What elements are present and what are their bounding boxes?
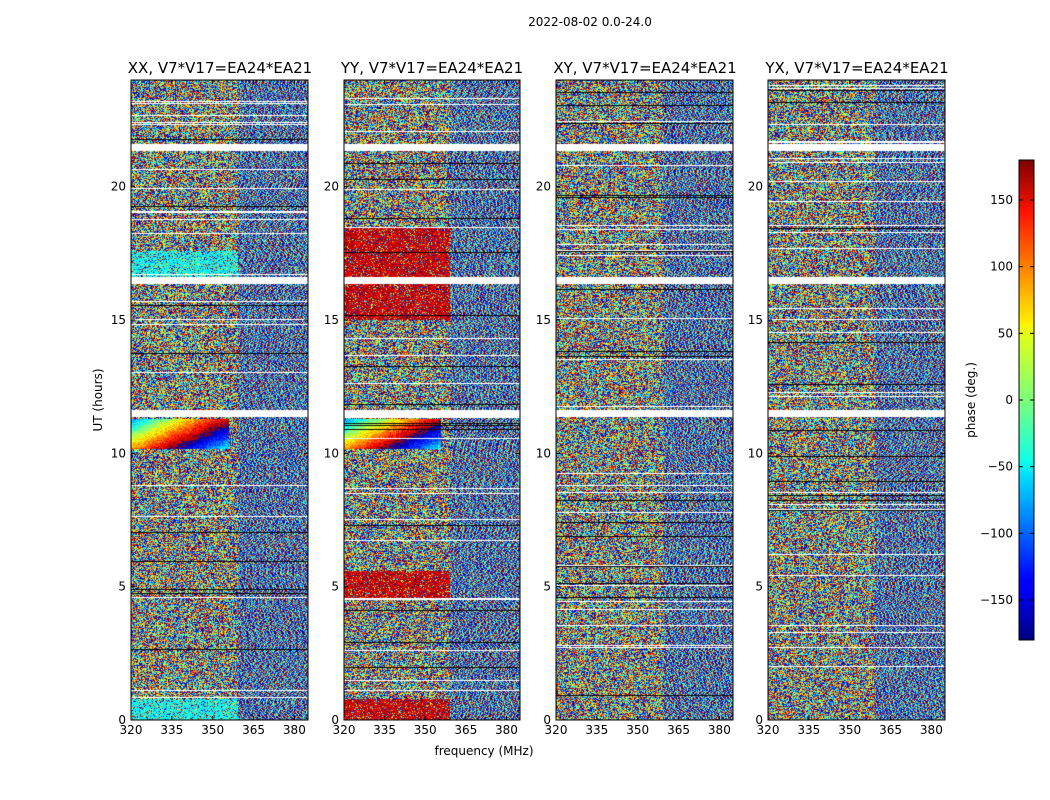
heatmap-yy bbox=[344, 80, 520, 720]
panel-xy: XY, V7*V17=EA24*EA21 bbox=[553, 59, 737, 721]
y-tick-label: 15 bbox=[111, 313, 126, 327]
axes-frame-yy bbox=[343, 79, 521, 721]
x-tick-label: 380 bbox=[495, 723, 518, 737]
x-tick-label: 320 bbox=[545, 723, 568, 737]
y-tick-label: 0 bbox=[543, 713, 551, 727]
y-tick-label: 15 bbox=[536, 313, 551, 327]
panel-title-xy: XY, V7*V17=EA24*EA21 bbox=[553, 59, 736, 77]
colorbar-tick-label: 0 bbox=[1005, 393, 1013, 407]
x-tick-label: 380 bbox=[920, 723, 943, 737]
x-tick-label: 320 bbox=[757, 723, 780, 737]
y-tick-label: 15 bbox=[748, 313, 763, 327]
y-tick-label: 5 bbox=[755, 580, 763, 594]
x-tick-label: 380 bbox=[708, 723, 731, 737]
x-tick-label: 365 bbox=[879, 723, 902, 737]
axes-frame-yx bbox=[767, 79, 946, 721]
colorbar-tick-label: −100 bbox=[980, 526, 1013, 540]
colorbar: 150 100 50 0 −50 −100 −150 phase (deg.) bbox=[964, 159, 1035, 641]
y-tick-label: 10 bbox=[111, 446, 126, 460]
colorbar-gradient bbox=[1019, 160, 1034, 640]
x-tick-label: 335 bbox=[585, 723, 608, 737]
panel-title-yy: YY, V7*V17=EA24*EA21 bbox=[340, 59, 523, 77]
panel-yx: YX, V7*V17=EA24*EA21 bbox=[764, 59, 949, 721]
x-tick-label: 380 bbox=[283, 723, 306, 737]
heatmap-xy bbox=[556, 80, 733, 720]
y-tick-label: 0 bbox=[331, 713, 339, 727]
x-tick-label: 335 bbox=[160, 723, 183, 737]
y-tick-label: 20 bbox=[748, 180, 763, 194]
x-tick-label: 350 bbox=[414, 723, 437, 737]
colorbar-tick-label: 100 bbox=[990, 260, 1013, 274]
figure-title: 2022-08-02 0.0-24.0 bbox=[528, 15, 652, 29]
axes-frame-xx bbox=[130, 79, 309, 721]
colorbar-tick-label: −50 bbox=[988, 460, 1013, 474]
y-tick-label: 5 bbox=[331, 580, 339, 594]
y-tick-label: 20 bbox=[536, 180, 551, 194]
panel-xx: XX, V7*V17=EA24*EA21 bbox=[128, 59, 312, 721]
x-tick-label: 350 bbox=[838, 723, 861, 737]
y-tick-label: 0 bbox=[118, 713, 126, 727]
axes-frame-xy bbox=[555, 79, 734, 721]
x-tick-label: 320 bbox=[120, 723, 143, 737]
x-tick-label: 350 bbox=[201, 723, 224, 737]
x-tick-label: 335 bbox=[373, 723, 396, 737]
colorbar-tick-label: −150 bbox=[980, 593, 1013, 607]
x-tick-label: 365 bbox=[667, 723, 690, 737]
panel-title-yx: YX, V7*V17=EA24*EA21 bbox=[764, 59, 948, 77]
colorbar-tick-label: 150 bbox=[990, 193, 1013, 207]
x-tick-label: 365 bbox=[242, 723, 265, 737]
y-tick-label: 10 bbox=[536, 446, 551, 460]
y-tick-label: 10 bbox=[748, 446, 763, 460]
y-axis-label: UT (hours) bbox=[91, 368, 105, 431]
panel-title-xx: XX, V7*V17=EA24*EA21 bbox=[128, 59, 312, 77]
colorbar-label: phase (deg.) bbox=[964, 362, 978, 438]
y-tick-label: 20 bbox=[324, 180, 339, 194]
colorbar-tick-label: 50 bbox=[998, 326, 1013, 340]
y-tick-label: 15 bbox=[324, 313, 339, 327]
y-tick-label: 10 bbox=[324, 446, 339, 460]
heatmap-yx bbox=[768, 80, 945, 720]
y-tick-label: 0 bbox=[755, 713, 763, 727]
panel-yy: YY, V7*V17=EA24*EA21 bbox=[340, 59, 523, 721]
x-tick-label: 365 bbox=[454, 723, 477, 737]
x-tick-label: 320 bbox=[333, 723, 356, 737]
y-tick-label: 20 bbox=[111, 180, 126, 194]
y-tick-label: 5 bbox=[543, 580, 551, 594]
x-axis-label: frequency (MHz) bbox=[434, 744, 533, 758]
x-tick-label: 350 bbox=[626, 723, 649, 737]
x-tick-label: 335 bbox=[797, 723, 820, 737]
heatmap-xx bbox=[131, 80, 308, 720]
y-tick-label: 5 bbox=[118, 580, 126, 594]
